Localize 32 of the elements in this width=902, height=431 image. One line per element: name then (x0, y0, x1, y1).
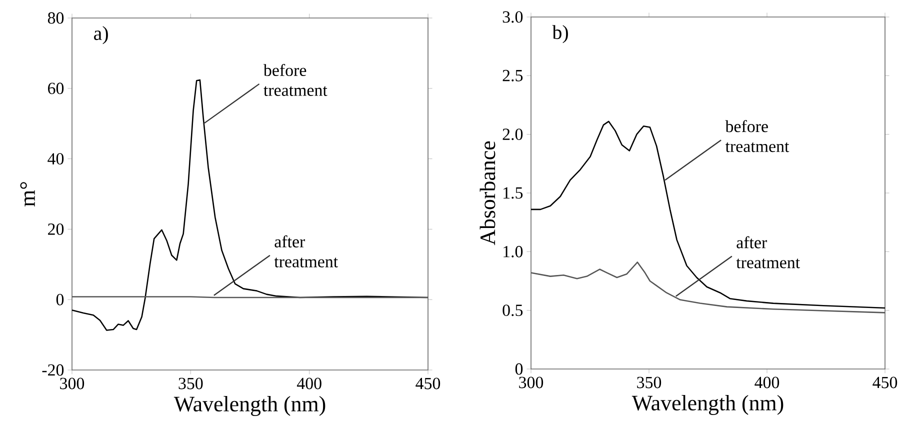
x-tick-label: 350 (637, 376, 662, 388)
y-tick-label: 3.0 (502, 11, 523, 23)
annotation: before treatment (725, 120, 790, 152)
x-tick-label: 400 (754, 376, 780, 388)
y-tick-label: 0 (515, 363, 523, 375)
y-tick-label: 20 (48, 223, 64, 235)
chart-title: a) (94, 26, 108, 44)
y-tick-label: 60 (48, 82, 64, 94)
annotation: after treatment (274, 235, 338, 268)
x-tick-label: 450 (872, 376, 898, 388)
chart-title: b) (552, 25, 568, 44)
x-tick-label: 300 (519, 376, 544, 388)
x-tick-label: 350 (178, 378, 203, 390)
x-tick-label: 450 (416, 378, 440, 390)
x-axis-title: Wavelength (nm) (174, 396, 326, 416)
y-tick-label: 0 (56, 294, 64, 306)
y-axis-title: Absorbance (480, 141, 496, 246)
y-tick-label: -20 (42, 364, 64, 376)
line-series (530, 120, 886, 309)
y-tick-label: 1.5 (504, 187, 523, 199)
x-tick-label: 300 (60, 378, 84, 390)
y-tick-label: 0.5 (502, 304, 523, 316)
x-axis-title: Wavelength (nm) (632, 395, 784, 415)
annotation: after treatment (736, 236, 800, 268)
y-tick-label: 1.0 (504, 246, 523, 258)
x-tick-label: 400 (296, 378, 322, 390)
y-tick-label: 2.0 (502, 128, 523, 140)
y-tick-label: 2.5 (502, 70, 523, 82)
y-tick-label: 40 (48, 153, 64, 165)
y-tick-label: 80 (48, 12, 64, 24)
annotation: before treatment (263, 64, 328, 96)
y-axis-title: m° (20, 182, 35, 206)
